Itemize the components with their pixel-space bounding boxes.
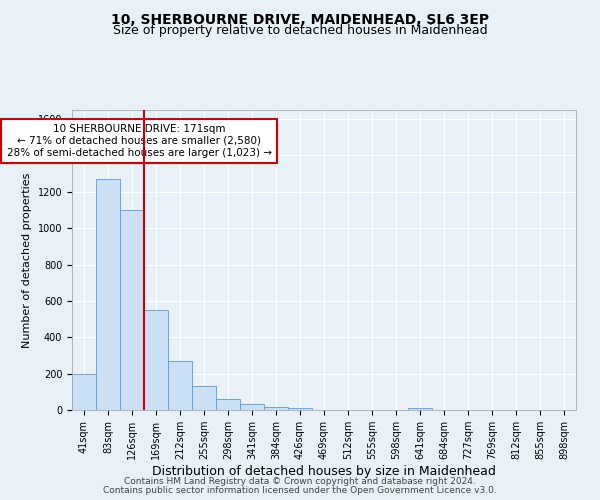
Text: 10, SHERBOURNE DRIVE, MAIDENHEAD, SL6 3EP: 10, SHERBOURNE DRIVE, MAIDENHEAD, SL6 3E…: [111, 12, 489, 26]
Bar: [192, 386, 216, 410]
Text: Contains public sector information licensed under the Open Government Licence v3: Contains public sector information licen…: [103, 486, 497, 495]
Bar: [264, 406, 288, 410]
Bar: [144, 310, 168, 410]
Bar: [408, 408, 432, 410]
Bar: [72, 374, 96, 410]
Text: Size of property relative to detached houses in Maidenhead: Size of property relative to detached ho…: [113, 24, 487, 37]
Bar: [120, 210, 144, 410]
Y-axis label: Number of detached properties: Number of detached properties: [22, 172, 32, 348]
Bar: [240, 404, 264, 410]
X-axis label: Distribution of detached houses by size in Maidenhead: Distribution of detached houses by size …: [152, 465, 496, 478]
Bar: [216, 399, 240, 410]
Bar: [288, 408, 312, 410]
Text: 10 SHERBOURNE DRIVE: 171sqm
← 71% of detached houses are smaller (2,580)
28% of : 10 SHERBOURNE DRIVE: 171sqm ← 71% of det…: [7, 124, 272, 158]
Text: Contains HM Land Registry data © Crown copyright and database right 2024.: Contains HM Land Registry data © Crown c…: [124, 477, 476, 486]
Bar: [168, 361, 192, 410]
Bar: [96, 179, 120, 410]
